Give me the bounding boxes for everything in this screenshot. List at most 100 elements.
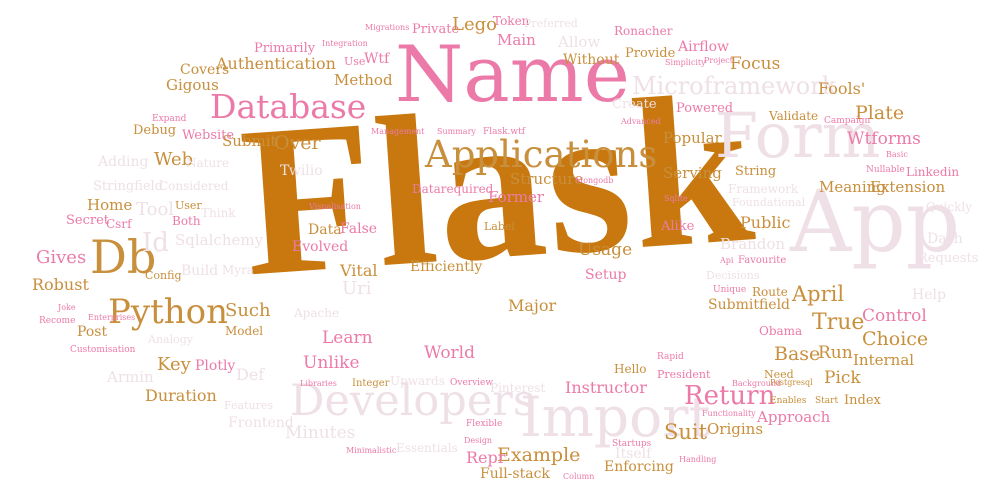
cloud-word-suit: Suit bbox=[664, 420, 708, 444]
cloud-word-favourite: Favourite bbox=[738, 255, 787, 266]
cloud-word-migrations: Migrations bbox=[365, 23, 410, 32]
cloud-word-linkedin: Linkedin bbox=[906, 165, 960, 179]
cloud-word-quickly: Quickly bbox=[926, 200, 973, 214]
cloud-word-datarequired: Datarequired bbox=[412, 182, 494, 196]
cloud-word-startups: Startups bbox=[612, 439, 652, 449]
cloud-word-powered: Powered bbox=[676, 101, 734, 116]
cloud-word-submitfield: Submitfield bbox=[708, 297, 791, 313]
cloud-word-validate: Validate bbox=[769, 109, 819, 123]
cloud-word-unlike: Unlike bbox=[303, 353, 360, 373]
cloud-word-true: True bbox=[812, 310, 865, 335]
cloud-word-april: April bbox=[792, 282, 845, 306]
cloud-word-integration: Integration bbox=[322, 39, 368, 48]
cloud-word-structure: Structure bbox=[510, 170, 584, 188]
cloud-word-need: Need bbox=[764, 368, 794, 381]
cloud-word-post: Post bbox=[77, 324, 108, 340]
cloud-word-tool: Tool bbox=[136, 199, 175, 220]
cloud-word-vital: Vital bbox=[340, 261, 378, 280]
cloud-word-use: Use bbox=[344, 55, 366, 68]
cloud-word-robust: Robust bbox=[32, 275, 89, 294]
cloud-word-name: Name bbox=[395, 30, 630, 120]
cloud-word-such: Such bbox=[225, 300, 271, 321]
cloud-word-python: Python bbox=[108, 292, 229, 332]
cloud-word-campaign: Campaign bbox=[824, 116, 871, 126]
cloud-word-repr: Repr bbox=[466, 448, 506, 467]
cloud-word-hello: Hello bbox=[614, 362, 647, 376]
cloud-word-preferred: Preferred bbox=[524, 17, 578, 30]
cloud-word-minimalistic: Minimalistic bbox=[346, 446, 397, 455]
cloud-word-covers: Covers bbox=[180, 62, 230, 78]
cloud-word-airflow: Airflow bbox=[678, 39, 730, 55]
cloud-word-fools: Fools' bbox=[818, 79, 866, 98]
cloud-word-run: Run bbox=[818, 343, 853, 363]
cloud-word-brandon: Brandon bbox=[720, 235, 786, 253]
cloud-word-obama: Obama bbox=[759, 324, 803, 338]
cloud-word-popular: Popular bbox=[663, 129, 722, 147]
cloud-word-column: Column bbox=[563, 472, 595, 481]
cloud-word-summary: Summary bbox=[437, 127, 476, 136]
cloud-word-control: Control bbox=[862, 306, 927, 326]
cloud-word-submit: Submit bbox=[222, 132, 277, 150]
cloud-word-app: App bbox=[790, 173, 961, 272]
cloud-word-plotly: Plotly bbox=[195, 358, 236, 374]
cloud-word-build: Build bbox=[181, 263, 219, 279]
cloud-word-model: Model bbox=[225, 324, 264, 338]
cloud-word-libraries: Libraries bbox=[300, 379, 337, 388]
cloud-word-itself: Itself bbox=[615, 446, 652, 462]
cloud-word-wtf: Wtf bbox=[364, 51, 390, 67]
cloud-word-without: Without bbox=[563, 52, 620, 68]
cloud-word-database: Database bbox=[210, 87, 367, 126]
cloud-word-token: Token bbox=[493, 14, 530, 28]
cloud-word-management: Management bbox=[371, 127, 425, 136]
cloud-word-armin: Armin bbox=[107, 368, 154, 386]
cloud-word-base: Base bbox=[774, 343, 821, 365]
cloud-word-twilio: Twilio bbox=[280, 163, 323, 179]
cloud-word-functionality: Functionality bbox=[702, 409, 756, 418]
cloud-word-import: Import bbox=[520, 385, 711, 449]
cloud-word-key: Key bbox=[157, 354, 191, 375]
cloud-word-sqlalchemy: Sqlalchemy bbox=[175, 231, 264, 249]
cloud-word-home: Home bbox=[87, 196, 133, 214]
cloud-word-setup: Setup bbox=[585, 267, 627, 283]
cloud-word-full-stack: Full-stack bbox=[480, 466, 550, 482]
cloud-word-project: Project bbox=[704, 56, 733, 65]
cloud-word-instructor: Instructor bbox=[565, 378, 647, 397]
cloud-word-simplicity: Simplicity bbox=[665, 58, 706, 67]
cloud-word-focus: Focus bbox=[730, 54, 781, 74]
cloud-word-lego: Lego bbox=[452, 14, 497, 35]
cloud-word-false: False bbox=[340, 221, 378, 237]
cloud-word-gigous: Gigous bbox=[166, 76, 219, 94]
cloud-word-think: Think bbox=[201, 206, 236, 220]
cloud-word-expand: Expand bbox=[152, 114, 187, 124]
cloud-word-start: Start bbox=[815, 396, 839, 406]
cloud-word-method: Method bbox=[334, 71, 393, 89]
cloud-word-both: Both bbox=[172, 214, 201, 228]
cloud-word-evolved: Evolved bbox=[292, 239, 349, 255]
cloud-word-frontend: Frontend bbox=[228, 415, 294, 431]
cloud-word-unique: Unique bbox=[713, 285, 747, 295]
cloud-word-developers: Developers bbox=[290, 376, 535, 426]
cloud-word-applications: Applications bbox=[425, 133, 658, 176]
cloud-word-myra: Myra bbox=[222, 263, 254, 277]
cloud-word-customisation: Customisation bbox=[70, 345, 136, 355]
cloud-word-config: Config bbox=[145, 269, 182, 282]
cloud-word-flexible: Flexible bbox=[466, 419, 503, 429]
cloud-word-mongodb: Mongodb bbox=[575, 176, 614, 185]
cloud-word-return: Return bbox=[684, 381, 776, 411]
cloud-word-foundational: Foundational bbox=[732, 196, 806, 209]
cloud-word-main: Main bbox=[497, 31, 536, 49]
cloud-word-string: String bbox=[735, 164, 777, 179]
cloud-word-label: Label bbox=[484, 220, 515, 233]
cloud-word-index: Index bbox=[844, 393, 881, 408]
cloud-word-primarily: Primarily bbox=[254, 41, 316, 56]
cloud-word-stringfield: Stringfield bbox=[93, 179, 164, 194]
cloud-word-decisions: Decisions bbox=[706, 269, 760, 282]
cloud-word-pinterest: Pinterest bbox=[490, 381, 546, 395]
cloud-word-approach: Approach bbox=[757, 408, 831, 426]
cloud-word-advanced: Advanced bbox=[621, 117, 661, 126]
cloud-word-efficiently: Efficiently bbox=[410, 259, 483, 275]
cloud-word-former: Former bbox=[488, 188, 545, 206]
cloud-word-debug: Debug bbox=[133, 123, 177, 138]
cloud-word-enterprises: Enterprises bbox=[88, 313, 136, 322]
cloud-word-rapid: Rapid bbox=[657, 352, 684, 362]
